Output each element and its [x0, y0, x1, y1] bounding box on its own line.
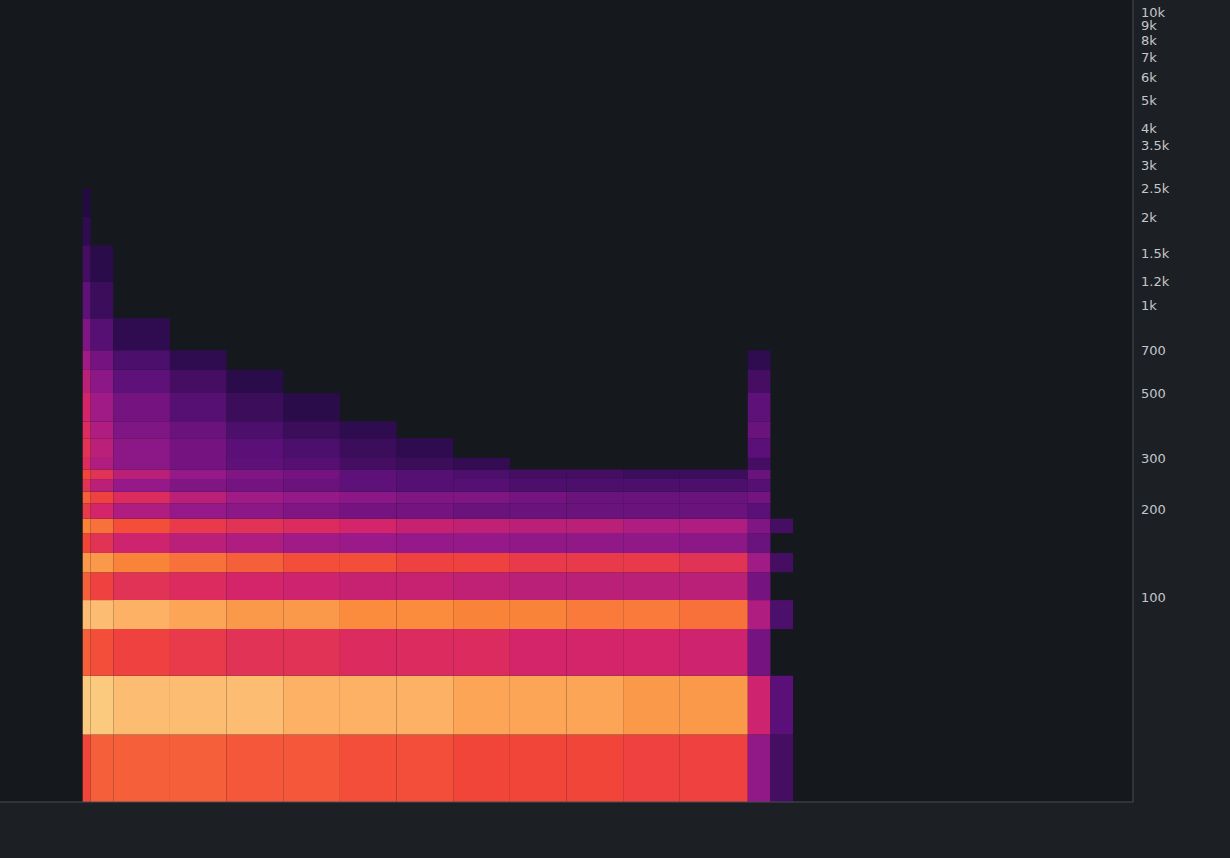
svg-text:100: 100 — [1141, 590, 1166, 605]
svg-text:4k: 4k — [1141, 121, 1157, 136]
svg-text:8k: 8k — [1141, 33, 1157, 48]
svg-text:1k: 1k — [1141, 298, 1157, 313]
svg-text:3.5k: 3.5k — [1141, 138, 1170, 153]
svg-text:10k: 10k — [1141, 5, 1166, 20]
svg-text:2.5k: 2.5k — [1141, 181, 1170, 196]
svg-text:7k: 7k — [1141, 50, 1157, 65]
svg-text:9k: 9k — [1141, 18, 1157, 33]
svg-text:5k: 5k — [1141, 93, 1157, 108]
svg-text:500: 500 — [1141, 386, 1166, 401]
svg-text:3k: 3k — [1141, 158, 1157, 173]
svg-text:1.2k: 1.2k — [1141, 274, 1170, 289]
svg-text:700: 700 — [1141, 343, 1166, 358]
svg-text:200: 200 — [1141, 502, 1166, 517]
svg-text:6k: 6k — [1141, 70, 1157, 85]
svg-text:300: 300 — [1141, 451, 1166, 466]
svg-text:2k: 2k — [1141, 210, 1157, 225]
svg-text:1.5k: 1.5k — [1141, 246, 1170, 261]
